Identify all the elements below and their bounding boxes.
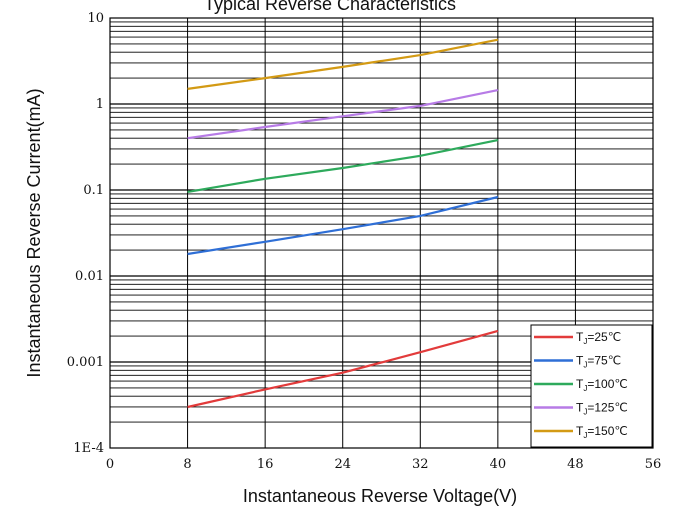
x-tick-label: 16 bbox=[257, 457, 274, 472]
y-tick-labels: 1E-4 0.001 0.01 0.1 1 10 bbox=[67, 11, 104, 456]
x-tick-label: 56 bbox=[645, 457, 662, 472]
y-tick-label: 1E-4 bbox=[73, 441, 104, 456]
legend-label: TJ=100℃ bbox=[576, 377, 628, 393]
legend: TJ=25℃ TJ=75℃ TJ=100℃ TJ=125℃ TJ=150℃ bbox=[530, 324, 653, 448]
legend-label: TJ=25℃ bbox=[576, 330, 621, 346]
x-tick-label: 0 bbox=[106, 457, 114, 472]
legend-box bbox=[530, 324, 653, 448]
series-line bbox=[187, 195, 499, 256]
y-tick-label: 0.01 bbox=[75, 269, 104, 284]
plot-frame bbox=[109, 17, 654, 449]
series-lines bbox=[187, 38, 499, 409]
x-tick-label: 8 bbox=[183, 457, 191, 472]
y-axis-label: Instantaneous Reverse Current(mA) bbox=[24, 88, 44, 377]
y-tick-label: 0.001 bbox=[67, 355, 104, 370]
x-tick-labels: 0 8 16 24 32 40 48 56 bbox=[106, 457, 661, 472]
legend-label: TJ=75℃ bbox=[576, 354, 621, 370]
y-tick-label: 0.1 bbox=[83, 183, 104, 198]
x-axis-label: Instantaneous Reverse Voltage(V) bbox=[243, 486, 517, 506]
x-tick-label: 32 bbox=[412, 457, 429, 472]
x-tick-label: 40 bbox=[490, 457, 507, 472]
series-line bbox=[187, 139, 499, 193]
y-tick-label: 1 bbox=[96, 97, 104, 112]
y-tick-label: 10 bbox=[87, 11, 104, 26]
x-tick-label: 48 bbox=[567, 457, 584, 472]
series-line bbox=[187, 329, 499, 409]
series-line bbox=[187, 38, 499, 90]
series-line bbox=[187, 89, 499, 140]
legend-label: TJ=125℃ bbox=[576, 401, 628, 417]
x-tick-label: 24 bbox=[334, 457, 351, 472]
legend-label: TJ=150℃ bbox=[576, 424, 628, 440]
chart-title: Typical Reverse Characteristics bbox=[204, 0, 456, 14]
